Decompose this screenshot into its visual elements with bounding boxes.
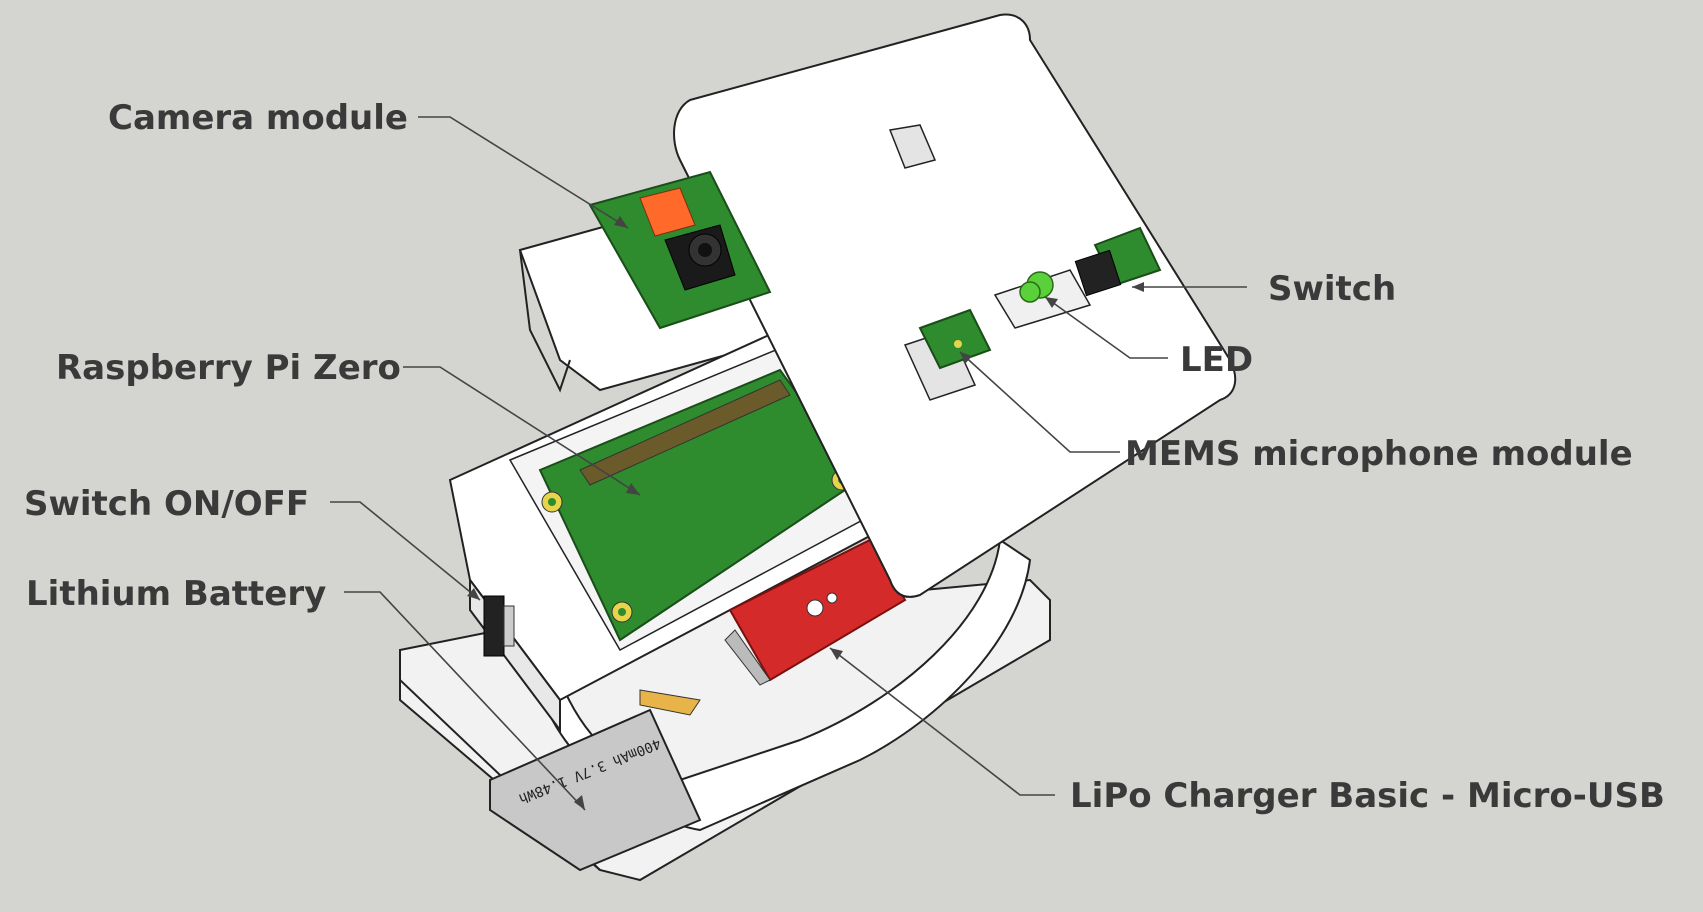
switch-on-off-part <box>483 595 515 657</box>
label-switch-on-off: Switch ON/OFF <box>24 484 310 524</box>
leader-camera <box>418 116 629 229</box>
switch-led-assembly <box>1019 226 1162 303</box>
leader-lipo-charger <box>829 647 1055 796</box>
label-mems-microphone: MEMS microphone module <box>1125 434 1633 474</box>
label-camera-module: Camera module <box>108 98 408 138</box>
label-switch: Switch <box>1268 269 1397 309</box>
leader-raspberry-pi <box>403 366 641 496</box>
label-lipo-charger: LiPo Charger Basic - Micro-USB <box>1070 776 1665 816</box>
leader-mems <box>959 351 1120 453</box>
leader-lines <box>330 116 1247 811</box>
label-raspberry-pi-zero: Raspberry Pi Zero <box>56 348 401 388</box>
camera-module-part <box>588 170 772 330</box>
mems-microphone-part <box>918 308 992 370</box>
leader-switch-on-off <box>330 501 481 601</box>
lithium-battery <box>489 689 702 872</box>
leader-led <box>1044 296 1168 359</box>
leader-lithium-battery <box>344 591 586 811</box>
label-led: LED <box>1180 340 1254 380</box>
lipo-charger-board <box>724 538 907 686</box>
label-lithium-battery: Lithium Battery <box>26 574 327 614</box>
